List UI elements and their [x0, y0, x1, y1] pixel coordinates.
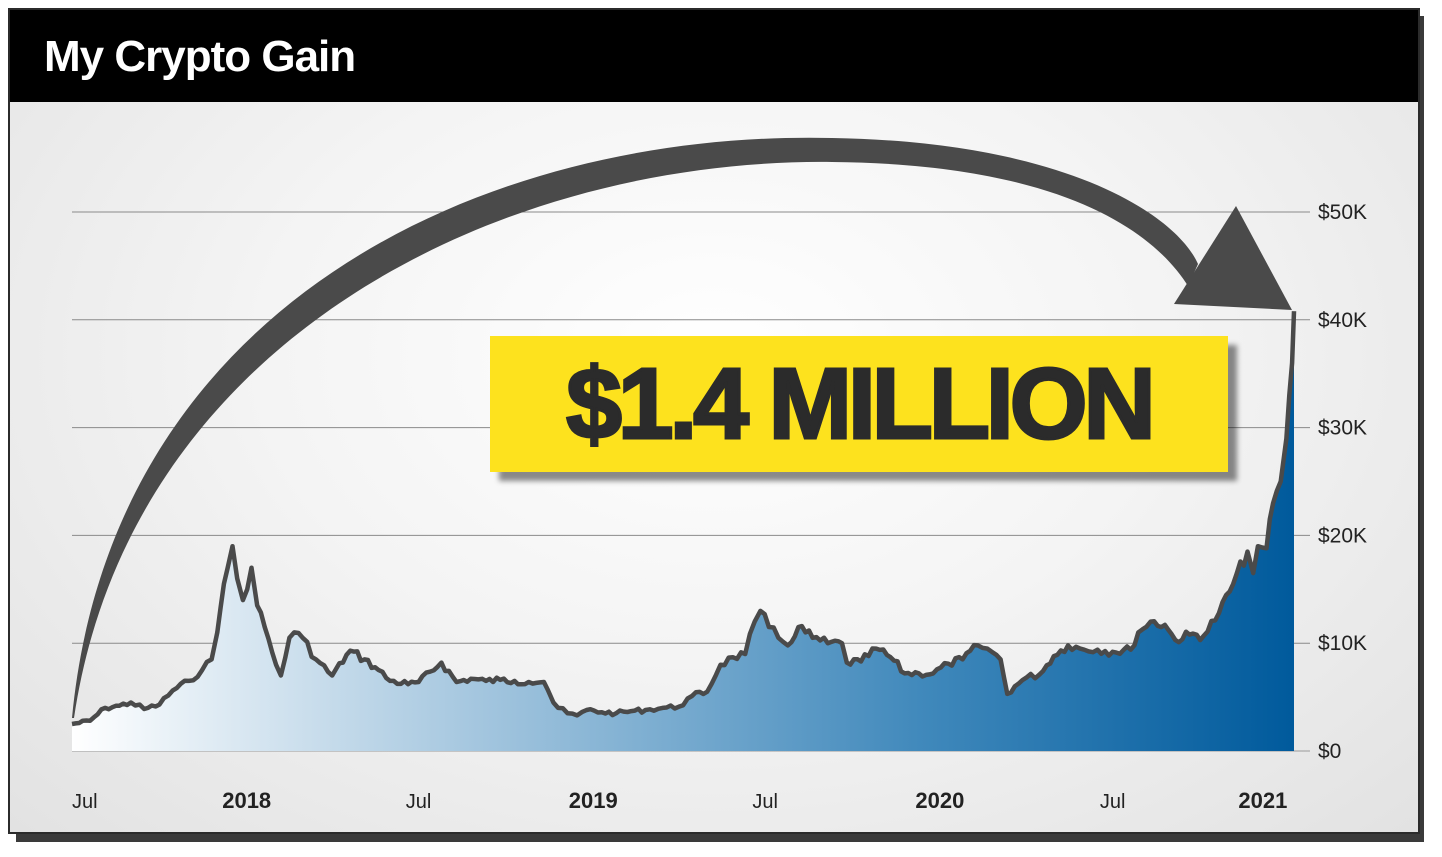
x-tick-label: 2018: [222, 788, 271, 813]
y-tick-label: $30K: [1318, 417, 1367, 440]
gain-arrow-arc: [72, 137, 1198, 719]
price-line: [71, 311, 1297, 727]
x-axis-ticks: Jul 2018 Jul 2019 Jul 2020 Jul 2021: [72, 788, 1287, 813]
x-tick-label: 2021: [1238, 788, 1287, 813]
x-tick-label: Jul: [72, 791, 98, 813]
y-tick-label: $50K: [1318, 201, 1367, 224]
gain-callout-text: $1.4 MILLION: [565, 346, 1157, 461]
chart-card: My Crypto Gain $0 $10K $20K $30K $40K $50K Ju…: [8, 8, 1420, 834]
y-axis-ticks: $0 $10K $20K $30K $40K $50K: [1318, 201, 1367, 763]
x-tick-label: 2019: [569, 788, 618, 813]
y-tick-label: $0: [1318, 740, 1341, 763]
price-area: [72, 311, 1294, 751]
x-tick-label: Jul: [1100, 791, 1126, 813]
gain-arrow-head: [1174, 206, 1292, 310]
y-tick-label: $20K: [1318, 524, 1367, 547]
x-tick-label: Jul: [752, 791, 778, 813]
title-bar: My Crypto Gain: [10, 10, 1418, 102]
gain-callout: $1.4 MILLION: [490, 336, 1228, 472]
x-tick-label: 2020: [915, 788, 964, 813]
chart-title: My Crypto Gain: [44, 32, 356, 81]
x-tick-label: Jul: [406, 791, 432, 813]
y-tick-label: $40K: [1318, 309, 1367, 332]
y-tick-label: $10K: [1318, 632, 1367, 655]
